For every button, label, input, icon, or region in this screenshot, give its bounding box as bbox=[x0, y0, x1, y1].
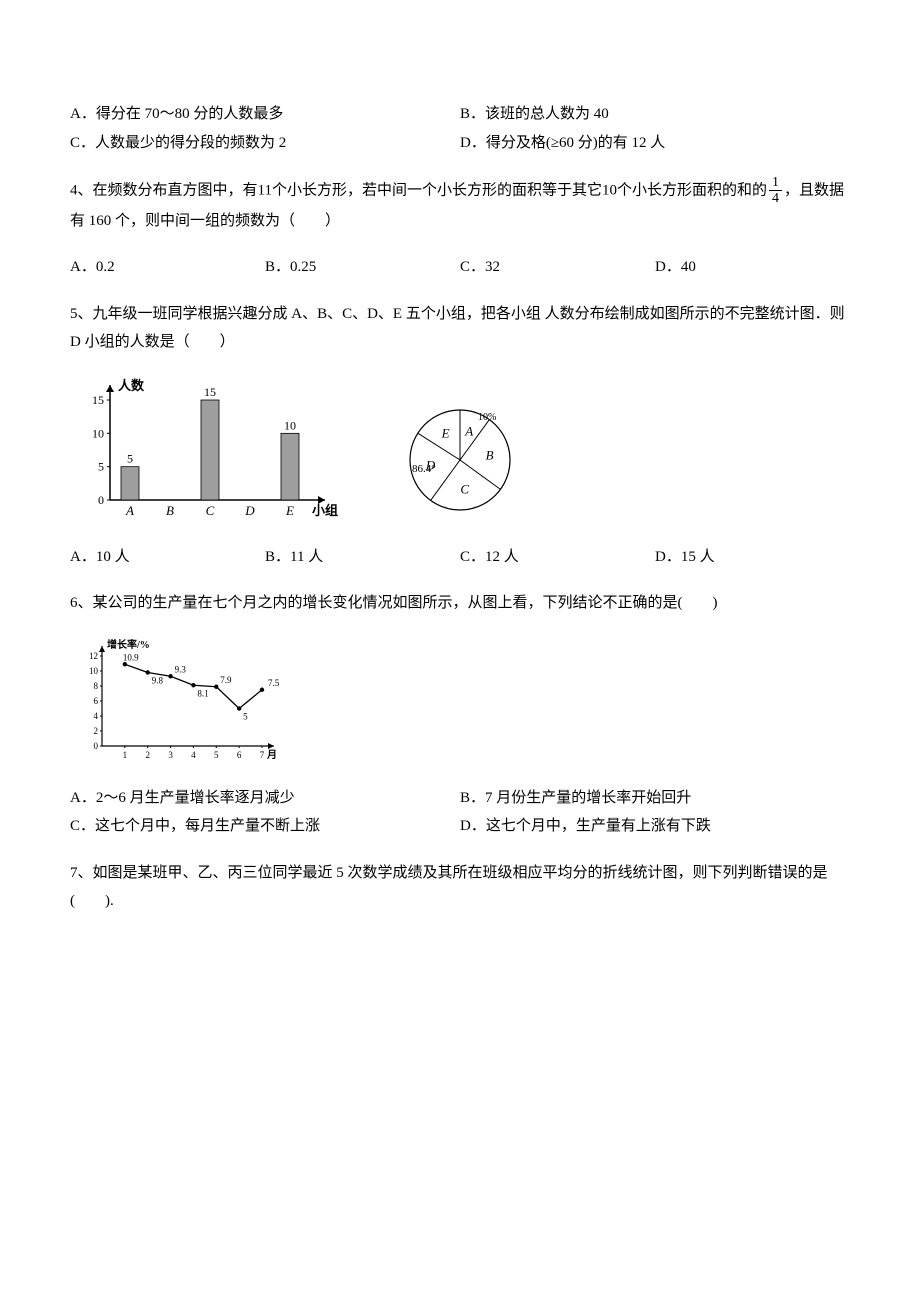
svg-text:5: 5 bbox=[214, 750, 219, 760]
svg-text:8.1: 8.1 bbox=[197, 688, 208, 698]
svg-text:10: 10 bbox=[92, 426, 104, 440]
q5-options: A．10 人 B．11 人 C．12 人 D．15 人 bbox=[70, 543, 850, 572]
svg-text:A: A bbox=[125, 503, 134, 518]
svg-text:C: C bbox=[460, 481, 469, 496]
svg-text:15: 15 bbox=[92, 393, 104, 407]
svg-text:E: E bbox=[441, 425, 450, 440]
svg-text:2: 2 bbox=[94, 726, 99, 736]
q3-opt-c: C．人数最少的得分段的频数为 2 bbox=[70, 129, 460, 158]
svg-text:0: 0 bbox=[94, 741, 99, 751]
q6-figure: 0246810121234567增长率/%月10.99.89.38.17.957… bbox=[70, 636, 850, 766]
q4-opt-b: B．0.25 bbox=[265, 253, 460, 282]
svg-text:6: 6 bbox=[94, 696, 99, 706]
q5-stem: 5、九年级一班同学根据兴趣分成 A、B、C、D、E 五个小组，把各小组 人数分布… bbox=[70, 300, 850, 357]
fraction: 14 bbox=[769, 175, 782, 207]
q5-opt-b: B．11 人 bbox=[265, 543, 460, 572]
svg-text:人数: 人数 bbox=[118, 378, 145, 393]
svg-text:B: B bbox=[166, 503, 174, 518]
svg-text:4: 4 bbox=[94, 711, 99, 721]
q6-opt-c: C．这七个月中，每月生产量不断上涨 bbox=[70, 812, 460, 841]
q6-line-chart: 0246810121234567增长率/%月10.99.89.38.17.957… bbox=[70, 636, 280, 766]
svg-text:12: 12 bbox=[89, 651, 98, 661]
q6-opt-d: D．这七个月中，生产量有上涨有下跌 bbox=[460, 812, 850, 841]
svg-text:7.9: 7.9 bbox=[220, 675, 232, 685]
frac-num: 1 bbox=[769, 175, 782, 191]
q4-stem-pre: 4、在频数分布直方图中，有11个小长方形，若中间一个小长方形的面积等于其它10个… bbox=[70, 182, 767, 198]
svg-text:增长率/%: 增长率/% bbox=[107, 638, 150, 651]
q6-opt-b: B．7 月份生产量的增长率开始回升 bbox=[460, 784, 850, 813]
svg-text:1: 1 bbox=[123, 750, 128, 760]
svg-text:C: C bbox=[206, 503, 215, 518]
q5-opt-a: A．10 人 bbox=[70, 543, 265, 572]
svg-text:月: 月 bbox=[266, 749, 277, 761]
q6-options: A．2～6 月生产量增长率逐月减少 B．7 月份生产量的增长率开始回升 C．这七… bbox=[70, 784, 850, 841]
q5-opt-d: D．15 人 bbox=[655, 543, 850, 572]
svg-text:15: 15 bbox=[204, 385, 216, 399]
svg-text:B: B bbox=[486, 447, 494, 462]
svg-text:10.9: 10.9 bbox=[123, 652, 139, 662]
q5-pie-chart: ABCDE10%86.4° bbox=[390, 395, 530, 525]
svg-text:D: D bbox=[244, 503, 255, 518]
q4-options: A．0.2 B．0.25 C．32 D．40 bbox=[70, 253, 850, 282]
q4-opt-a: A．0.2 bbox=[70, 253, 265, 282]
q5-figures: 051015人数小组5AB15CD10E ABCDE10%86.4° bbox=[70, 375, 850, 525]
q3-options: A．得分在 70～80 分的人数最多 B．该班的总人数为 40 C．人数最少的得… bbox=[70, 100, 850, 157]
svg-text:5: 5 bbox=[98, 459, 104, 473]
q7-stem: 7、如图是某班甲、乙、丙三位同学最近 5 次数学成绩及其所在班级相应平均分的折线… bbox=[70, 859, 850, 916]
q6-opt-a: A．2～6 月生产量增长率逐月减少 bbox=[70, 784, 460, 813]
q3-opt-d: D．得分及格(≥60 分)的有 12 人 bbox=[460, 129, 850, 158]
q4-opt-c: C．32 bbox=[460, 253, 655, 282]
svg-text:10: 10 bbox=[284, 418, 296, 432]
frac-den: 4 bbox=[769, 191, 782, 206]
svg-text:5: 5 bbox=[243, 711, 248, 721]
svg-text:10%: 10% bbox=[478, 412, 496, 423]
svg-text:86.4°: 86.4° bbox=[412, 463, 436, 475]
q4-opt-d: D．40 bbox=[655, 253, 850, 282]
svg-text:9.8: 9.8 bbox=[152, 675, 164, 685]
svg-text:小组: 小组 bbox=[312, 503, 338, 518]
q4-stem: 4、在频数分布直方图中，有11个小长方形，若中间一个小长方形的面积等于其它10个… bbox=[70, 175, 850, 235]
q3-opt-a: A．得分在 70～80 分的人数最多 bbox=[70, 100, 460, 129]
svg-text:A: A bbox=[464, 423, 473, 438]
svg-text:7: 7 bbox=[260, 750, 265, 760]
svg-text:0: 0 bbox=[98, 493, 104, 507]
svg-text:2: 2 bbox=[145, 750, 150, 760]
q6-stem: 6、某公司的生产量在七个月之内的增长变化情况如图所示，从图上看，下列结论不正确的… bbox=[70, 589, 850, 618]
svg-text:8: 8 bbox=[94, 681, 99, 691]
q5-opt-c: C．12 人 bbox=[460, 543, 655, 572]
svg-text:6: 6 bbox=[237, 750, 242, 760]
svg-text:3: 3 bbox=[168, 750, 173, 760]
svg-text:5: 5 bbox=[127, 451, 133, 465]
svg-text:4: 4 bbox=[191, 750, 196, 760]
svg-text:9.3: 9.3 bbox=[175, 664, 187, 674]
svg-text:7.5: 7.5 bbox=[268, 678, 280, 688]
q3-opt-b: B．该班的总人数为 40 bbox=[460, 100, 850, 129]
q5-bar-chart: 0 5 10 15 人数小组 5 A B 15 C D 10 E bbox=[70, 375, 340, 525]
svg-text:10: 10 bbox=[89, 666, 99, 676]
svg-text:E: E bbox=[285, 503, 294, 518]
